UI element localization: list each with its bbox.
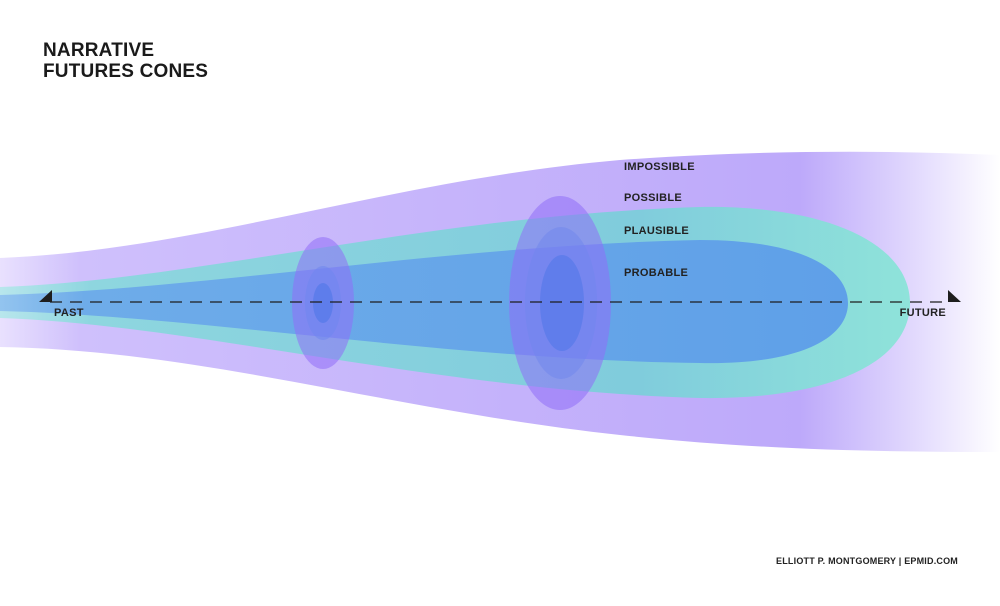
cross-section-far-probable	[540, 255, 584, 351]
probable-label: PROBABLE	[624, 267, 688, 279]
cross-section-far	[509, 196, 611, 410]
title-line-1: NARRATIVE	[43, 40, 155, 61]
future-label: FUTURE	[900, 307, 946, 319]
title-line-2: FUTURES CONES	[43, 61, 209, 82]
impossible-label: IMPOSSIBLE	[624, 161, 695, 173]
future-marker-icon	[948, 290, 961, 302]
probable-cone	[0, 240, 848, 364]
possible-label: POSSIBLE	[624, 192, 682, 204]
author-credit: ELLIOTT P. MONTGOMERY | EPMID.COM	[776, 556, 958, 566]
plausible-label: PLAUSIBLE	[624, 225, 689, 237]
past-label: PAST	[54, 307, 84, 319]
past-marker-icon	[39, 290, 52, 302]
diagram-title: NARRATIVE FUTURES CONES	[43, 40, 208, 82]
cross-section-near-probable	[313, 283, 333, 323]
cross-section-near	[292, 237, 354, 369]
